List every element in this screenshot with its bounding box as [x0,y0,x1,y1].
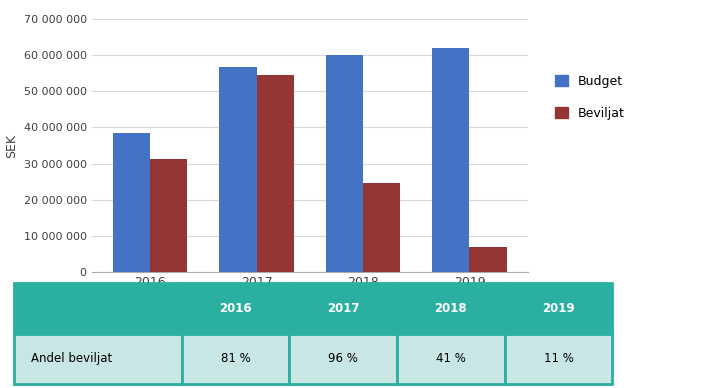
Bar [470,247,507,272]
Bar [150,159,187,272]
Bar [432,48,470,272]
Bar [256,76,294,272]
Bar [326,55,363,272]
Bar [113,133,150,272]
Y-axis label: SEK: SEK [5,133,18,158]
Bar [363,183,401,272]
Legend: Budget, Beviljat: Budget, Beviljat [552,71,629,123]
Bar [219,68,256,272]
